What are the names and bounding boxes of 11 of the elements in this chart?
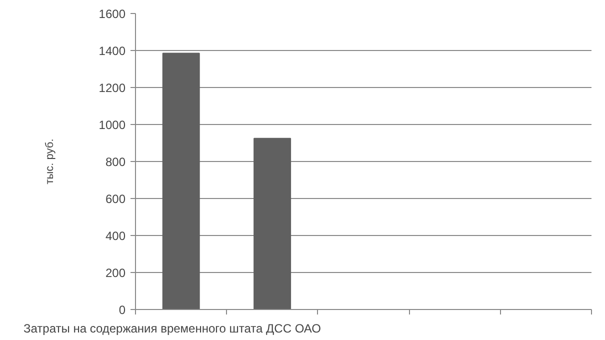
y-tick-label: 1600 [98,7,126,21]
x-axis-title: Затраты на содержания временного штата ДСС ОАО [24,322,321,336]
y-tick-label: 800 [105,155,126,169]
y-axis-title: тыс. руб. [44,138,56,184]
y-tick-label: 600 [105,192,126,206]
y-tick-label: 200 [105,266,126,280]
y-tick-label: 1200 [98,81,126,95]
y-tick-label: 1400 [98,44,126,58]
y-tick-label: 400 [105,229,126,243]
y-tick-label: 0 [118,303,126,317]
y-tick-label: 1000 [98,118,126,132]
